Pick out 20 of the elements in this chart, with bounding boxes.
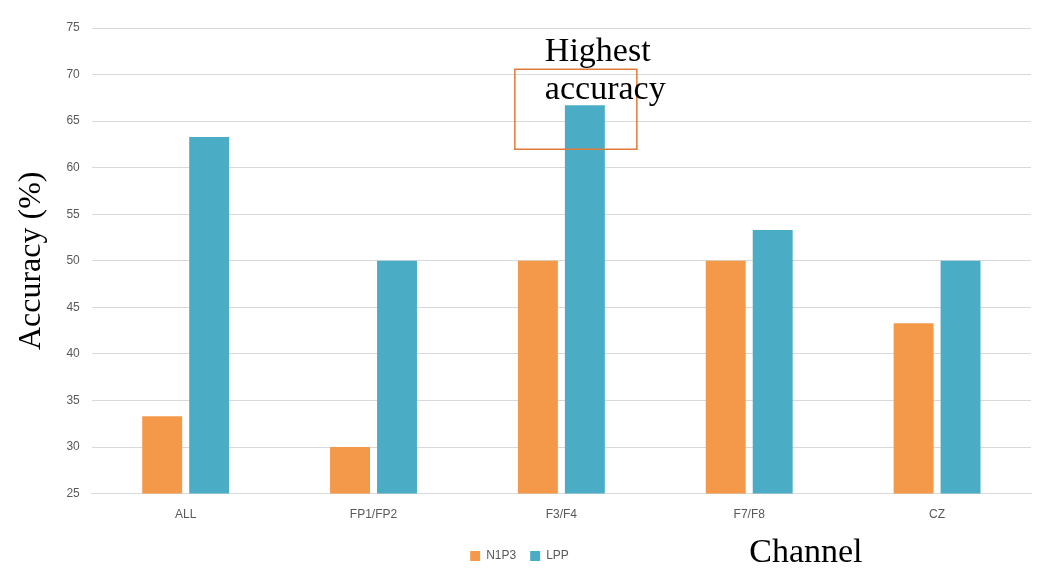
y-tick-label: 35 bbox=[66, 392, 81, 407]
legend-label: LPP bbox=[546, 548, 569, 563]
y-tick-label: 25 bbox=[66, 485, 81, 500]
x-tick-label: ALL bbox=[174, 507, 197, 522]
y-tick-label: 65 bbox=[66, 113, 81, 128]
x-tick-label: CZ bbox=[929, 507, 946, 522]
x-axis-title: Channel bbox=[749, 531, 863, 569]
y-tick-label: 50 bbox=[66, 253, 81, 268]
y-tick-label: 40 bbox=[66, 346, 81, 361]
y-tick-label: 30 bbox=[66, 439, 81, 454]
y-axis-title: Accuracy (%) bbox=[10, 171, 47, 351]
x-tick-label: FP1/FP2 bbox=[349, 507, 398, 522]
y-tick-label: 45 bbox=[66, 299, 81, 314]
x-tick-label: F3/F4 bbox=[545, 507, 578, 522]
y-tick-label: 70 bbox=[66, 66, 81, 81]
x-tick-label: F7/F8 bbox=[733, 507, 766, 522]
y-tick-label: 55 bbox=[66, 206, 81, 221]
y-tick-label: 75 bbox=[66, 20, 81, 35]
y-tick-label: 60 bbox=[66, 159, 81, 174]
legend-label: N1P3 bbox=[486, 548, 517, 563]
